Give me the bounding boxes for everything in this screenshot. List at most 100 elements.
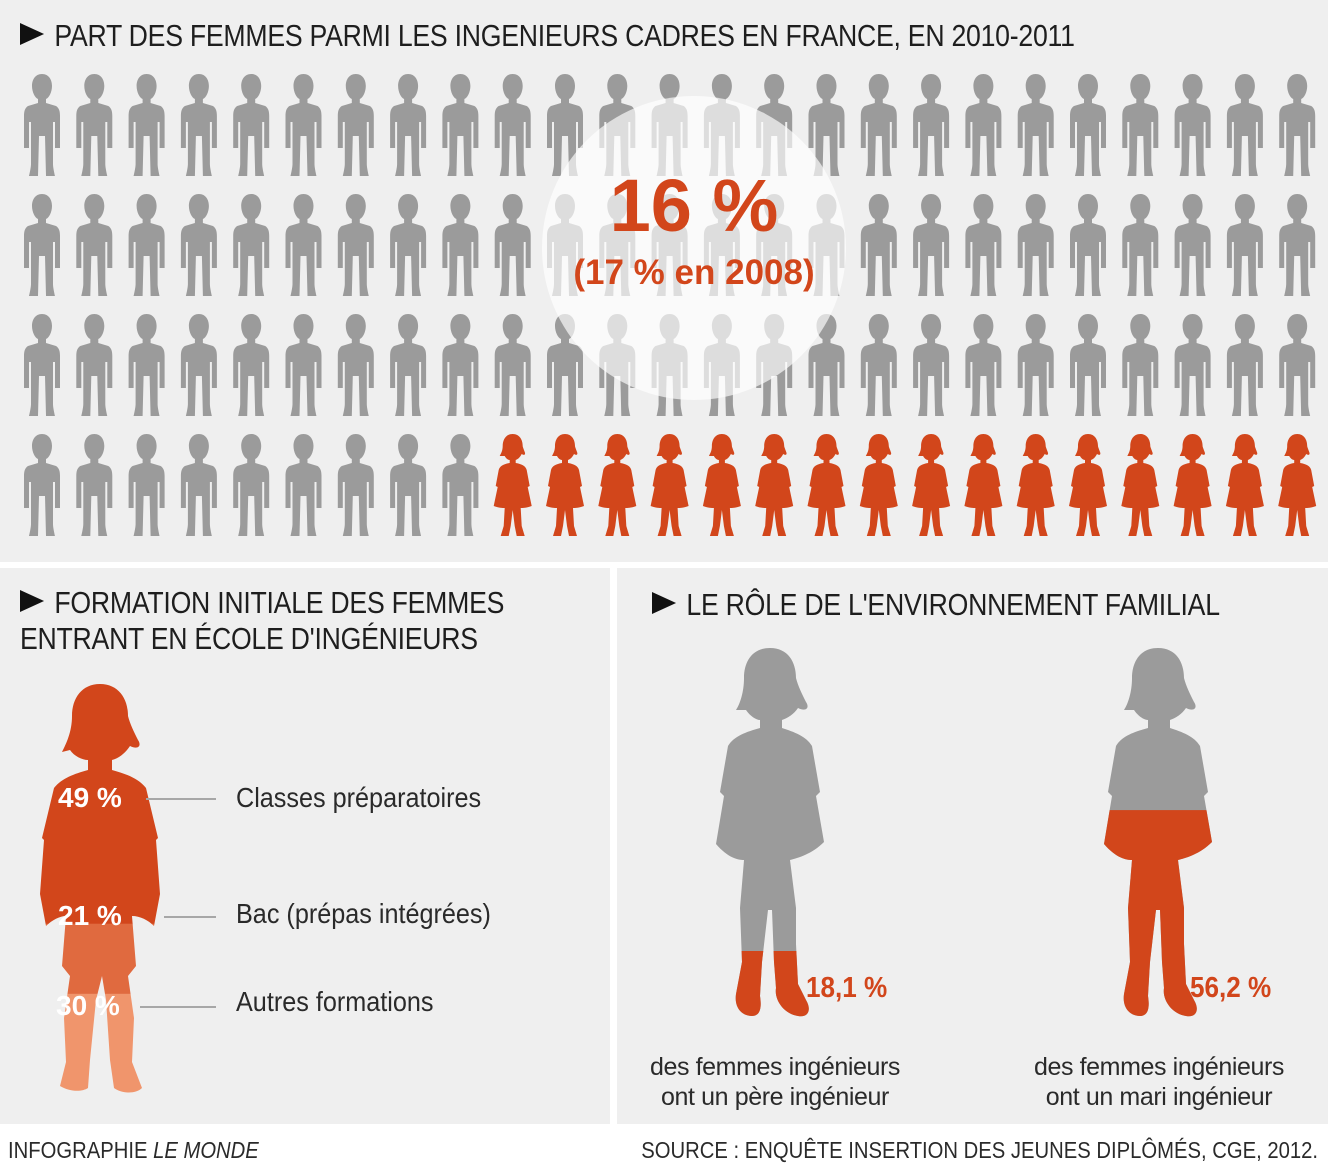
man-icon [1279,74,1316,176]
husband-engineer-woman-figure [1104,648,1212,1017]
segment-bac-prepas-integrees [40,923,160,995]
woman-icon [964,434,1003,536]
man-icon [390,194,427,296]
woman-icon [702,434,741,536]
bac-prepas-integrees-value: 21 % [58,900,122,931]
man-icon [1174,314,1211,416]
man-icon [913,314,950,416]
woman-icon [807,434,846,536]
man-icon [1174,194,1211,296]
man-icon [1122,194,1159,296]
man-icon [24,314,60,416]
woman-icon [859,434,898,536]
man-icon [180,314,217,416]
man-icon [128,314,165,416]
man-icon [233,434,270,536]
man-icon [337,434,374,536]
man-icon [1017,314,1054,416]
woman-icon [1278,434,1317,536]
woman-icon [1016,434,1055,536]
man-icon [285,314,322,416]
man-icon [965,194,1002,296]
man-icon [1122,314,1159,416]
women-share-value: 16 % [609,164,779,247]
credit-brand: LE MONDE [153,1137,259,1163]
man-icon [390,74,427,176]
man-icon [390,314,427,416]
man-icon [442,314,479,416]
man-icon [965,314,1002,416]
woman-icon [912,434,951,536]
father-engineer-value: 18,1 % [806,972,888,1004]
husband-engineer-caption: des femmes ingénieurs ont un mari ingéni… [1004,1052,1314,1112]
man-icon [285,74,322,176]
man-icon [547,74,583,176]
woman-icon [1069,434,1107,536]
woman-icon [546,434,584,536]
arrow-icon [20,23,45,45]
man-icon [1017,74,1054,176]
women-share-2008-value: (17 % en 2008) [573,253,815,292]
man-icon [337,74,374,176]
man-icon [860,194,897,296]
man-icon [494,194,531,296]
leader-line [140,1006,216,1008]
infographic-credit: INFOGRAPHIE LE MONDE [8,1137,259,1163]
man-icon [1279,314,1316,416]
leader-line [146,798,216,800]
man-icon [76,434,113,536]
caption-line: des femmes ingénieurs [1033,1053,1285,1081]
caption-line: ont un mari ingénieur [1045,1083,1273,1111]
classes-preparatoires-value: 49 % [58,782,122,813]
woman-icon [1173,434,1212,536]
man-icon [180,434,217,536]
caption-line: ont un père ingénieur [661,1083,889,1111]
father-engineer-woman-figure [716,648,824,1017]
autres-formations-value: 30 % [56,990,120,1021]
arrow-icon [652,592,677,614]
man-icon [24,434,60,536]
woman-icon [493,434,532,536]
bac-prepas-integrees-label: Bac (prépas intégrées) [236,898,491,929]
woman-icon [1225,434,1264,536]
highlight-circle [542,96,846,400]
man-icon [1226,194,1263,296]
man-icon [1226,74,1263,176]
source-note: SOURCE : ENQUÊTE INSERTION DES JEUNES DI… [641,1137,1318,1163]
family-environment-title: LE RÔLE DE L'ENVIRONNEMENT FAMILIAL [652,587,1220,623]
man-icon [233,194,270,296]
man-icon [913,194,950,296]
woman-icon [598,434,637,536]
man-icon [24,194,60,296]
man-icon [180,194,217,296]
man-icon [180,74,217,176]
husband-engineer-value: 56,2 % [1190,972,1272,1004]
man-icon [337,314,374,416]
man-icon [337,194,374,296]
man-icon [76,194,113,296]
man-icon [1017,194,1054,296]
woman-icon [1121,434,1160,536]
man-icon [285,194,322,296]
man-icon [1122,74,1159,176]
autres-formations-label: Autres formations [236,986,434,1017]
man-icon [1226,314,1263,416]
man-icon [913,74,950,176]
man-icon [76,314,113,416]
education-woman-figure [40,684,160,1093]
man-icon [860,74,897,176]
man-icon [808,74,845,176]
man-icon [442,74,479,176]
man-icon [76,74,113,176]
man-icon [24,74,60,176]
man-icon [233,74,270,176]
man-icon [494,74,531,176]
man-icon [965,74,1002,176]
man-icon [1070,194,1106,296]
man-icon [128,194,165,296]
man-icon [442,194,479,296]
man-icon [285,434,322,536]
leader-line [164,916,216,918]
man-icon [1279,194,1316,296]
man-icon [390,434,427,536]
